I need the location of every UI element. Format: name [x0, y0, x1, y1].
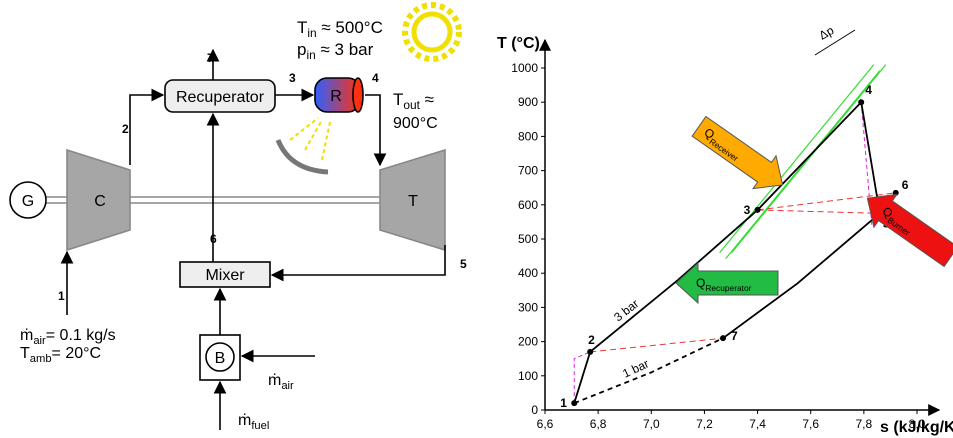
- state-number: 5: [460, 257, 467, 271]
- p-in-rest: ≈ 3 bar: [316, 40, 374, 59]
- q-recuperator-label-main: Q: [696, 276, 705, 290]
- t-amb-main: T: [20, 345, 30, 362]
- y-tick-label: 800: [518, 129, 538, 143]
- x-tick-label: 7,4: [749, 417, 766, 431]
- m-air-sub: air: [281, 380, 294, 392]
- state-point: [755, 207, 761, 213]
- y-tick-label: 400: [518, 266, 538, 280]
- mixer-label: Mixer: [205, 267, 245, 284]
- receiver-label: R: [330, 88, 342, 105]
- state-point: [587, 349, 593, 355]
- y-tick-label: 900: [518, 95, 538, 109]
- state-number: 7: [207, 51, 214, 65]
- m-air-main-sub: air: [33, 335, 46, 347]
- x-axis-title: s (kJ/kg/K): [880, 419, 953, 436]
- y-tick-label: 100: [518, 369, 538, 383]
- ts-diagram: 0 100 200 300 400 500 600 700 800 900 1000 6,6 6,8 7,…: [497, 23, 953, 436]
- q-recuperator-label-sub: Recuperator: [705, 283, 751, 293]
- x-tick-label: 7,8: [856, 417, 873, 431]
- m-air-main-rest: = 0.1 kg/s: [46, 327, 116, 344]
- burner-label: B: [215, 350, 226, 367]
- state-number: 1: [58, 289, 65, 303]
- compression-line: [574, 352, 590, 403]
- turbine-label: T: [408, 193, 418, 210]
- state-number: 4: [372, 71, 379, 85]
- x-tick-label: 7,6: [802, 417, 819, 431]
- y-tick-label: 1000: [511, 61, 538, 75]
- generator-label: G: [22, 193, 34, 210]
- state-label: 2: [588, 333, 595, 347]
- m-air-main-main: ṁ: [20, 327, 33, 344]
- isobar-label: 1 bar: [620, 356, 651, 380]
- p-in-sub: in: [306, 48, 315, 62]
- state-point: [858, 99, 864, 105]
- m-fuel-main: ṁ: [238, 412, 251, 429]
- y-tick-label: 600: [518, 198, 538, 212]
- state-label: 3: [744, 203, 751, 217]
- y-tick-label: 300: [518, 300, 538, 314]
- t-in-main: T: [297, 18, 307, 37]
- state-label: 4: [865, 83, 872, 97]
- state-label: 6: [902, 178, 909, 192]
- t-in-rest: ≈ 500°C: [317, 18, 383, 37]
- t-in-sub: in: [307, 26, 316, 40]
- compressor-label: C: [94, 193, 106, 210]
- recuperator-line: [590, 338, 723, 352]
- x-tick-label: 7,0: [643, 417, 660, 431]
- figure: GCTRecuperatorRMixerB1234567Tin ≈ 500°Cp…: [0, 0, 953, 438]
- state-number: 6: [210, 232, 217, 246]
- m-air-main: ṁair= 0.1 kg/s: [20, 327, 116, 347]
- x-tick-label: 7,2: [696, 417, 713, 431]
- q-recuperator: QRecuperator: [676, 263, 778, 303]
- y-tick-label: 500: [518, 232, 538, 246]
- m-air-main: ṁ: [268, 372, 281, 389]
- t-amb: Tamb= 20°C: [20, 345, 101, 365]
- isobar-label: 3 bar: [611, 296, 641, 324]
- m-air: ṁair: [268, 372, 294, 392]
- y-tick-label: 0: [531, 403, 538, 417]
- isobar-line: [574, 338, 723, 403]
- t-out-sub: out: [403, 98, 420, 112]
- p-in: pin ≈ 3 bar: [297, 40, 374, 62]
- state-label: 1: [560, 396, 567, 410]
- t-out-value: 900°C: [393, 115, 438, 132]
- dp-label: Δp: [817, 23, 837, 43]
- state-point: [571, 400, 577, 406]
- y-tick-label: 200: [518, 335, 538, 349]
- recuperator-line: [758, 210, 880, 213]
- x-tick-label: 6,8: [590, 417, 607, 431]
- t-amb-rest: = 20°C: [52, 345, 102, 362]
- m-fuel-sub: fuel: [251, 420, 269, 432]
- m-fuel: ṁfuel: [238, 412, 269, 432]
- recuperator-label: Recuperator: [176, 89, 265, 106]
- t-in: Tin ≈ 500°C: [297, 18, 383, 40]
- t-out: Tout ≈: [393, 90, 434, 112]
- state-number: 2: [122, 122, 129, 136]
- t-amb-sub: amb: [30, 353, 52, 365]
- state-number: 3: [289, 71, 296, 85]
- y-axis-title: T (°C): [497, 35, 540, 52]
- state-label: 7: [731, 329, 738, 343]
- x-tick-label: 6,6: [537, 417, 554, 431]
- p-in-main: p: [297, 40, 306, 59]
- state-point: [720, 335, 726, 341]
- t-out-main: T: [393, 90, 403, 109]
- t-out-rest: ≈: [420, 90, 434, 109]
- y-tick-label: 700: [518, 164, 538, 178]
